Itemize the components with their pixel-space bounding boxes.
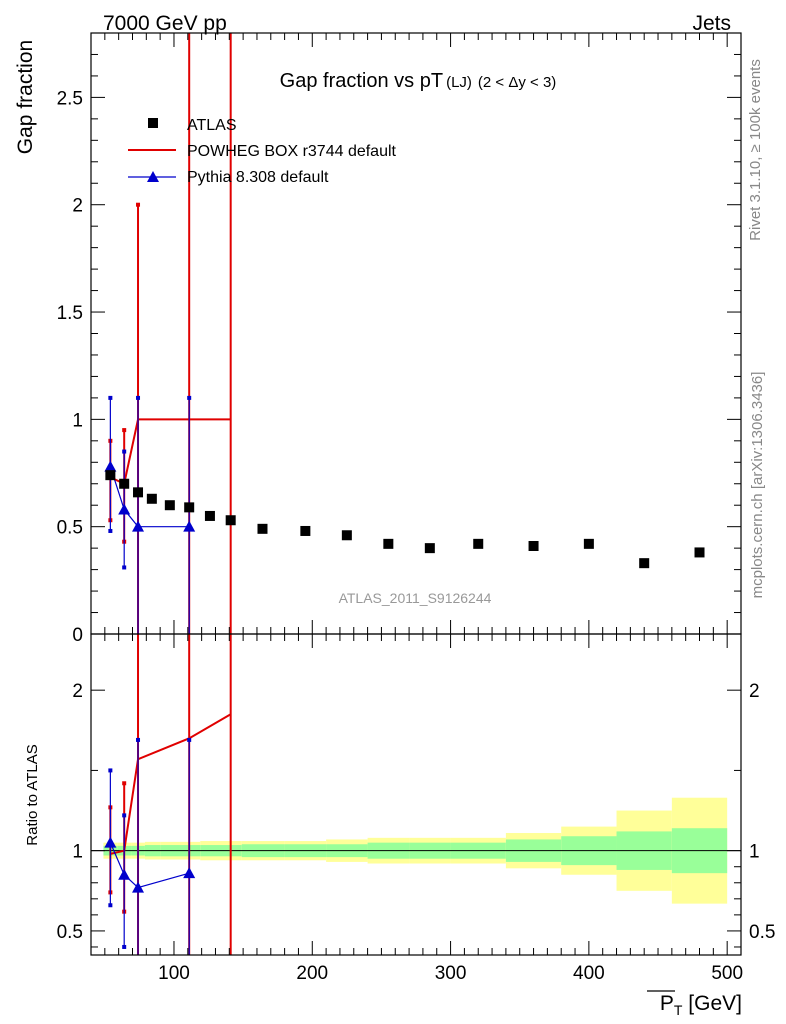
ratio-y-tick-label: 0.5 [57,922,83,943]
ratio-pythia-point [132,881,145,893]
atlas-point [146,493,157,504]
ratio-pythia-error-cap [122,813,127,818]
plot-frames: 0 0.5 1 1.5 2 2.5 0.5 0.5 1 1 2 2 100 200 300 400 500 [57,32,775,984]
main-title-sub: (LJ) [446,74,472,91]
pythia-point [118,503,131,515]
atlas-point [473,538,484,549]
atlas-point [639,558,650,569]
main-title-text: Gap fraction vs pT [280,70,443,92]
legend-marker-atlas [148,118,158,128]
pythia-error-cap [122,565,127,570]
x-tick-label: 300 [435,963,467,984]
main-y-tick-label: 0 [72,625,83,646]
atlas-point [583,538,594,549]
watermark: ATLAS_2011_S9126244 [339,590,492,606]
main-y-tick-label: 0.5 [57,518,83,539]
ratio-y-tick-label-right: 1 [749,842,760,863]
atlas-point [119,478,130,489]
pythia-line [109,466,190,528]
ratio-pythia-error-cap [108,768,113,773]
legend: ATLAS POWHEG BOX r3744 default Pythia 8.… [128,117,397,186]
x-tick-label: 400 [573,963,605,984]
powheg-error-cap [136,202,141,207]
header-right: Jets [692,12,731,35]
ratio-pythia-error-cap [136,737,141,742]
pythia-error-cap [136,395,141,400]
x-axis-label-unit: [GeV] [682,992,742,1015]
atlas-point [341,530,352,541]
x-tick-label: 200 [296,963,328,984]
x-tick-label: 100 [158,963,190,984]
pythia-point [132,520,145,532]
atlas-point [225,515,236,526]
powheg-line [109,418,231,486]
pythia-point [183,520,196,532]
powheg-error-cap [122,428,127,433]
ratio-y-tick-label-right: 0.5 [749,922,775,943]
atlas-point [528,540,539,551]
pythia-error-cap [187,395,192,400]
atlas-point [383,538,394,549]
pythia-point [104,460,117,472]
legend-label-pythia: Pythia 8.308 default [187,169,329,186]
atlas-point [257,523,268,534]
ratio-y-tick-label: 2 [72,681,83,702]
x-tick-label: 500 [711,963,743,984]
ratio-pythia-error-cap [122,944,127,949]
mcplots-label: mcplots.cern.ch [arXiv:1306.3436] [749,372,766,599]
main-ylabel: Gap fraction [14,40,37,154]
atlas-point [694,547,705,558]
main-title: Gap fraction vs pT (LJ) (2 < Δy < 3) [280,70,557,92]
ratio-powheg-line [110,713,232,855]
main-y-tick-label: 2.5 [57,88,83,109]
ratio-y-tick-label-right: 2 [749,681,760,702]
ratio-y-tick-label: 1 [72,842,83,863]
main-y-tick-label: 1.5 [57,303,83,324]
x-axis-label: PT [GeV] [660,992,742,1018]
legend-label-atlas: ATLAS [187,117,237,134]
ratio-ylabel: Ratio to ATLAS [24,744,41,845]
ratio-pythia-error-cap [108,903,113,908]
ratio-pythia-line [109,842,190,889]
legend-marker-pythia [147,171,159,182]
ratio-pythia-point [118,868,131,880]
ratio-pythia-point [183,867,196,879]
atlas-point [105,470,116,481]
legend-label-powheg: POWHEG BOX r3744 default [187,143,397,160]
atlas-point [424,543,435,554]
pythia-error-cap [108,395,113,400]
main-plot-area [104,33,705,634]
header-left: 7000 GeV pp [103,12,227,35]
x-axis-label-sub: T [674,1002,683,1018]
x-axis-label-main: P [660,992,674,1015]
atlas-point [164,500,175,511]
pythia-error-cap [108,528,113,533]
main-title-cut: (2 < Δy < 3) [478,74,556,91]
atlas-point [184,502,195,513]
atlas-point [204,510,215,521]
atlas-point [133,487,144,498]
main-y-tick-label: 2 [72,196,83,217]
ratio-pythia-error-cap [187,737,192,742]
pythia-error-cap [122,449,127,454]
atlas-point [300,525,311,536]
main-y-tick-label: 1 [72,410,83,431]
ratio-frame [90,633,742,956]
ratio-powheg-error-cap [122,781,127,786]
rivet-label: Rivet 3.1.10, ≥ 100k events [747,59,764,241]
ratio-pythia-point [104,836,117,848]
ratio-plot-area [104,634,232,955]
